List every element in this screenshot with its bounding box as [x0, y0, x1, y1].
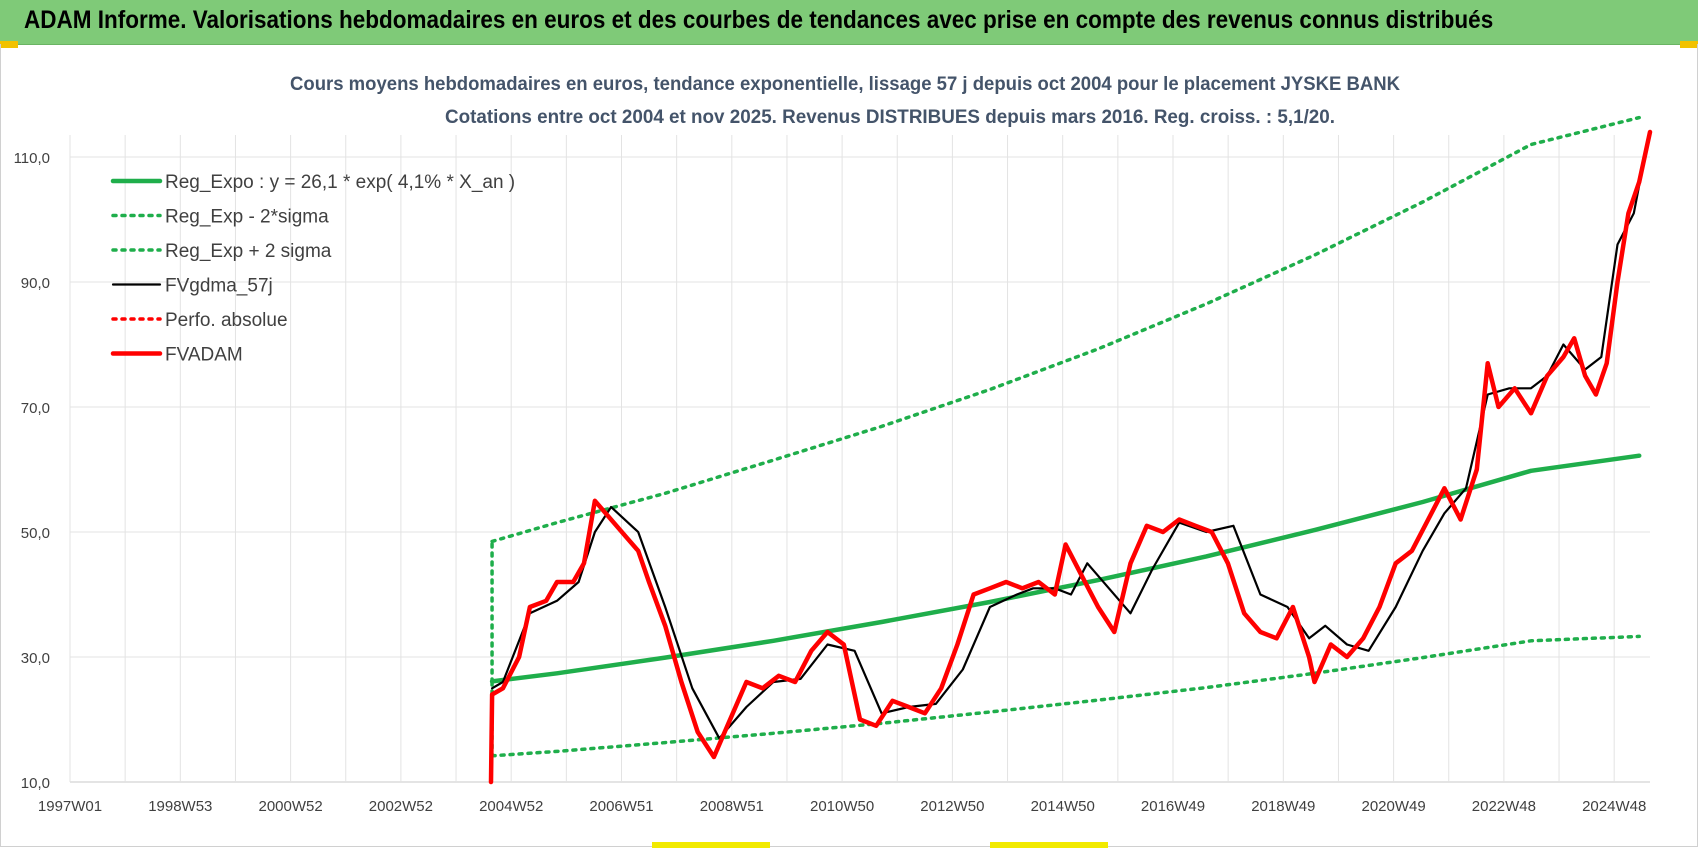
x-tick-label: 2016W49 [1141, 798, 1205, 815]
x-tick-label: 1997W01 [38, 798, 102, 815]
x-tick-label: 2020W49 [1361, 798, 1425, 815]
series-line-1 [490, 634, 1641, 758]
x-tick-label: 2002W52 [369, 798, 433, 815]
chart-subtitle: Cotations entre oct 2004 et nov 2025. Re… [445, 107, 1335, 128]
x-tick-label: 2018W49 [1251, 798, 1315, 815]
corner-marker-left [0, 41, 18, 48]
sheet-tab-marker [990, 842, 1108, 848]
x-tick-label: 2008W51 [700, 798, 764, 815]
grid-layer [69, 135, 1650, 783]
legend-label: Reg_Exp - 2*sigma [165, 207, 329, 228]
legend-label: FVADAM [165, 345, 243, 366]
legend-label: Reg_Expo : y = 26,1 * exp( 4,1% * X_an ) [165, 172, 515, 193]
legend: Reg_Expo : y = 26,1 * exp( 4,1% * X_an )… [110, 172, 515, 366]
series-line-0 [489, 453, 1642, 684]
series-line-5 [488, 129, 1653, 785]
chart-title: Cours moyens hebdomadaires en euros, ten… [290, 74, 1400, 95]
legend-label: Perfo. absolue [165, 310, 288, 331]
corner-marker-right [1680, 41, 1698, 48]
y-tick-label: 50,0 [21, 525, 50, 542]
report-banner: ADAM Informe. Valorisations hebdomadaire… [0, 0, 1698, 45]
y-tick-label: 10,0 [21, 775, 50, 792]
x-tick-label: 2004W52 [479, 798, 543, 815]
x-tick-label: 2014W50 [1031, 798, 1095, 815]
series-layer [488, 115, 1653, 785]
x-axis-labels: 1997W01 1998W53 2000W52 2002W52 2004W52 2006W… [38, 798, 1646, 815]
x-tick-label: 2024W48 [1582, 798, 1646, 815]
series-line-3 [491, 155, 1646, 740]
x-tick-label: 2022W48 [1472, 798, 1536, 815]
x-tick-label: 2006W51 [589, 798, 653, 815]
x-tick-label: 1998W53 [148, 798, 212, 815]
y-tick-label: 30,0 [21, 650, 50, 667]
legend-label: FVgdma_57j [165, 276, 273, 297]
y-axis-labels: 10,0 30,0 50,0 70,0 90,0 110,0 [14, 150, 50, 792]
x-tick-label: 2000W52 [258, 798, 322, 815]
series-line-2 [490, 115, 1641, 544]
report-title: ADAM Informe. Valorisations hebdomadaire… [24, 6, 1494, 34]
x-tick-label: 2012W50 [920, 798, 984, 815]
y-tick-label: 90,0 [21, 275, 50, 292]
sheet-tab-marker [652, 842, 770, 848]
x-tick-label: 2010W50 [810, 798, 874, 815]
y-tick-label: 110,0 [14, 150, 50, 167]
y-tick-label: 70,0 [21, 400, 50, 417]
legend-label: Reg_Exp + 2 sigma [165, 241, 332, 262]
